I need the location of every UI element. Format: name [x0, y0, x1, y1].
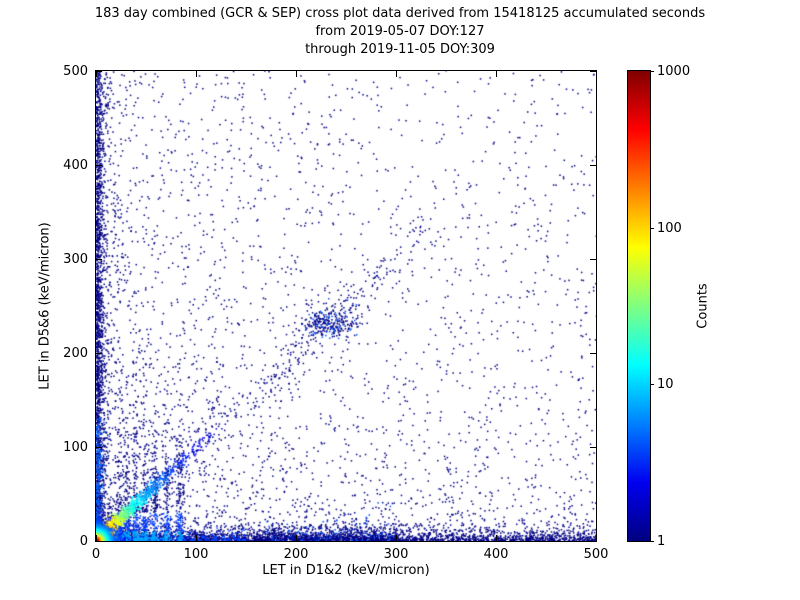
- y-tick: [96, 353, 102, 354]
- y-tick-right: [590, 259, 596, 260]
- x-tick-top: [296, 71, 297, 77]
- colorbar-tick: [650, 228, 654, 229]
- chart-title-line3: through 2019-11-05 DOY:309: [305, 42, 495, 57]
- y-tick: [96, 447, 102, 448]
- colorbar-tick-label: 1000: [657, 64, 691, 79]
- x-tick-label: 500: [583, 547, 609, 562]
- x-tick: [96, 535, 97, 541]
- y-tick-label: 300: [63, 252, 88, 267]
- y-tick-right: [590, 165, 596, 166]
- y-tick: [96, 259, 102, 260]
- colorbar-tick: [650, 541, 654, 542]
- y-tick-right: [590, 71, 596, 72]
- x-tick: [596, 535, 597, 541]
- y-tick-label: 500: [63, 64, 88, 79]
- chart-title-line2: from 2019-05-07 DOY:127: [315, 24, 485, 39]
- x-tick-label: 300: [383, 547, 409, 562]
- x-tick: [296, 535, 297, 541]
- y-tick-right: [590, 353, 596, 354]
- x-tick: [496, 535, 497, 541]
- x-tick-top: [496, 71, 497, 77]
- y-tick-label: 100: [63, 440, 88, 455]
- colorbar-tick-label: 1: [657, 534, 666, 549]
- chart-title-line1: 183 day combined (GCR & SEP) cross plot …: [94, 6, 706, 21]
- y-tick-label: 0: [79, 534, 88, 549]
- x-tick-label: 400: [483, 547, 509, 562]
- y-tick-right: [590, 541, 596, 542]
- colorbar: [627, 70, 651, 542]
- y-tick-label: 200: [63, 346, 88, 361]
- y-tick: [96, 165, 102, 166]
- x-tick-top: [96, 71, 97, 77]
- x-tick: [396, 535, 397, 541]
- colorbar-tick: [650, 384, 654, 385]
- x-tick-top: [396, 71, 397, 77]
- y-tick-label: 400: [63, 158, 88, 173]
- x-axis-label: LET in D1&2 (keV/micron): [262, 563, 430, 578]
- colorbar-tick-label: 100: [657, 221, 682, 236]
- x-tick-top: [196, 71, 197, 77]
- y-tick: [96, 71, 102, 72]
- colorbar-tick-label: 10: [657, 377, 674, 392]
- x-tick-label: 0: [91, 547, 101, 562]
- y-tick-right: [590, 447, 596, 448]
- x-tick-label: 100: [183, 547, 209, 562]
- x-tick-label: 200: [283, 547, 309, 562]
- x-tick-top: [596, 71, 597, 77]
- colorbar-label: Counts: [695, 283, 711, 329]
- x-tick: [196, 535, 197, 541]
- y-tick: [96, 541, 102, 542]
- y-axis-label: LET in D5&6 (keV/micron): [37, 222, 53, 390]
- colorbar-tick: [650, 71, 654, 72]
- scatter-canvas: [96, 71, 596, 541]
